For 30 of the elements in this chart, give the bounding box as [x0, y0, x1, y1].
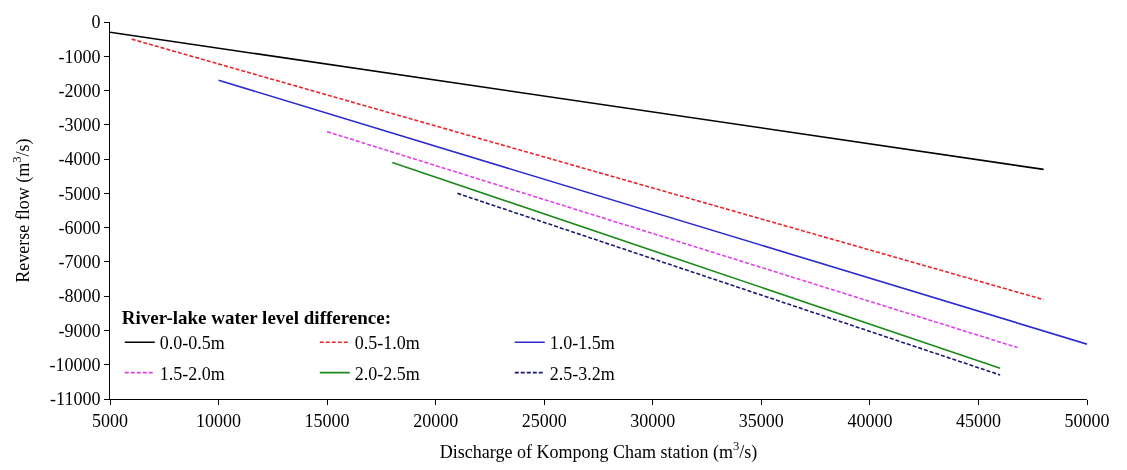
y-tick-label: -8000 [58, 286, 101, 307]
y-tick-label: -4000 [58, 149, 101, 170]
legend-label: 0.5-1.0m [354, 333, 420, 354]
x-tick-label: 5000 [92, 410, 128, 431]
legend-label: 1.5-2.0m [159, 363, 225, 384]
legend-label: 2.0-2.5m [354, 363, 420, 384]
y-tick-label: -6000 [58, 217, 101, 238]
x-tick-label: 15000 [304, 410, 350, 431]
y-tick-label: -10000 [49, 355, 101, 376]
y-tick-label: -3000 [58, 115, 101, 136]
y-tick-label: -1000 [58, 46, 101, 67]
y-tick-label: -11000 [50, 389, 101, 410]
legend-label: 2.5-3.2m [549, 363, 615, 384]
x-tick-label: 25000 [521, 410, 567, 431]
x-axis-title: Discharge of Kompong Cham station (m$^{3}$/s) [439, 439, 758, 463]
x-tick-label: 40000 [847, 410, 893, 431]
x-tick-label: 45000 [955, 410, 1001, 431]
legend-label: 1.0-1.5m [549, 333, 615, 354]
x-tick-label: 30000 [630, 410, 676, 431]
y-tick-label: 0 [91, 12, 101, 33]
y-tick-label: -9000 [58, 320, 101, 341]
x-tick-label: 35000 [738, 410, 784, 431]
legend-label: 0.0-0.5m [159, 333, 225, 354]
y-tick-label: -5000 [58, 183, 101, 204]
legend-title: River-lake water level difference: [121, 307, 391, 328]
x-tick-label: 10000 [196, 410, 242, 431]
x-tick-label: 50000 [1064, 410, 1110, 431]
x-tick-label: 20000 [413, 410, 459, 431]
y-tick-label: -7000 [58, 252, 101, 273]
y-tick-label: -2000 [58, 80, 101, 101]
